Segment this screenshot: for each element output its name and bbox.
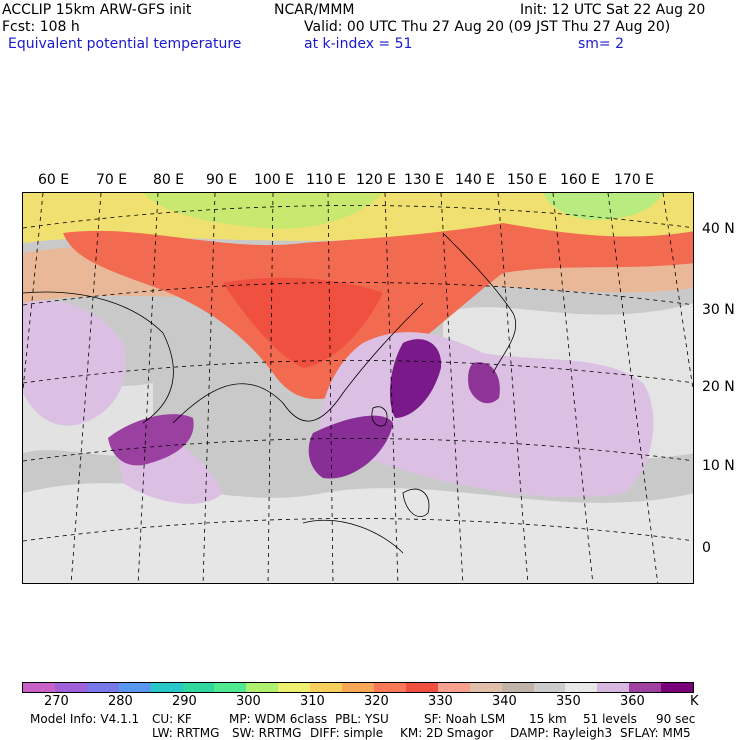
colorbar-swatch: [23, 683, 55, 692]
footer-item: LW: RRTMG: [152, 726, 220, 740]
field-moist-core: [108, 414, 194, 466]
footer-item: 90 sec: [656, 712, 696, 726]
latitude-label: 10 N: [702, 458, 735, 474]
field-warm-core: [63, 223, 693, 399]
colorbar-swatch: [310, 683, 343, 692]
center-label: NCAR/MMM: [274, 2, 355, 18]
field-light-region: [23, 483, 693, 583]
colorbar-swatch: [437, 683, 470, 692]
graticule: [23, 193, 693, 583]
field-name: Equivalent potential temperature: [8, 36, 242, 52]
footer-item: DAMP: Rayleigh3: [510, 726, 613, 740]
longitude-label: 120 E: [356, 172, 397, 188]
field-warm-core: [223, 277, 383, 368]
colorbar-swatch: [469, 683, 502, 692]
latitude-label: 0: [702, 540, 711, 556]
colorbar-swatch: [661, 683, 694, 692]
longitude-label: 110 E: [306, 172, 347, 188]
longitude-label: 130 E: [404, 172, 445, 188]
colorbar-swatch: [278, 683, 311, 692]
colorbar-tick: 340: [492, 694, 517, 709]
colorbar-tick: 270: [44, 694, 69, 709]
footer-item: MP: WDM 6class: [229, 712, 328, 726]
footer-item: Model Info: V4.1.1: [30, 712, 140, 726]
footer-item: SF: Noah LSM: [424, 712, 506, 726]
longitude-label: 170 E: [614, 172, 655, 188]
colorbar-swatch: [118, 683, 151, 692]
footer-item: CU: KF: [152, 712, 192, 726]
theta-e-field: [23, 193, 693, 583]
valid-time: Valid: 00 UTC Thu 27 Aug 20 (09 JST Thu …: [304, 19, 671, 35]
longitude-label: 150 E: [507, 172, 548, 188]
field-cold-band: [143, 193, 383, 229]
colorbar: [22, 682, 694, 693]
field-moist-core: [468, 362, 500, 404]
latitude-label: 40 N: [702, 221, 735, 237]
longitude-label: 80 E: [153, 172, 185, 188]
footer-item: KM: 2D Smagor: [400, 726, 494, 740]
model-title: ACCLIP 15km ARW-GFS init: [2, 2, 192, 18]
field-moist-core: [389, 339, 442, 418]
colorbar-swatch: [150, 683, 183, 692]
longitude-label: 100 E: [254, 172, 295, 188]
colorbar-tick: 280: [108, 694, 133, 709]
footer-item: DIFF: simple: [310, 726, 384, 740]
init-time: Init: 12 UTC Sat 22 Aug 20: [520, 2, 706, 18]
colorbar-tick: 360: [620, 694, 645, 709]
colorbar-swatch: [86, 683, 119, 692]
colorbar-swatch: [501, 683, 534, 692]
colorbar-swatch: [597, 683, 630, 692]
map-panel: [22, 192, 694, 584]
field-moist-core: [308, 415, 393, 479]
colorbar-unit: K: [690, 694, 699, 709]
footer-item: 15 km: [529, 712, 567, 726]
latitude-label: 20 N: [702, 379, 735, 395]
colorbar-swatch: [182, 683, 215, 692]
colorbar-swatch: [629, 683, 662, 692]
footer-item: PBL: YSU: [335, 712, 389, 726]
smoothing-label: sm= 2: [578, 36, 625, 52]
colorbar-tick: 320: [364, 694, 389, 709]
latitude-label: 30 N: [702, 302, 735, 318]
colorbar-tick: 310: [300, 694, 325, 709]
longitude-label: 90 E: [206, 172, 238, 188]
field-moist-region: [23, 300, 126, 426]
footer-item: 51 levels: [583, 712, 637, 726]
colorbar-swatch: [373, 683, 406, 692]
field-cold-band: [543, 193, 663, 220]
longitude-label: 160 E: [560, 172, 601, 188]
colorbar-tick: 290: [172, 694, 197, 709]
colorbar-swatch: [533, 683, 566, 692]
footer-item: SW: RRTMG: [232, 726, 302, 740]
forecast-hour: Fcst: 108 h: [2, 19, 80, 35]
colorbar-swatch: [214, 683, 247, 692]
colorbar-swatch: [54, 683, 87, 692]
colorbar-tick: 350: [556, 694, 581, 709]
footer-item: SFLAY: MM5: [620, 726, 691, 740]
longitude-label: 70 E: [96, 172, 128, 188]
colorbar-tick: 330: [428, 694, 453, 709]
level-index: at k-index = 51: [304, 36, 413, 52]
longitude-label: 60 E: [38, 172, 70, 188]
colorbar-swatch: [565, 683, 598, 692]
colorbar-swatch: [405, 683, 438, 692]
longitude-label: 140 E: [455, 172, 496, 188]
coastline: [23, 232, 517, 424]
colorbar-swatch: [342, 683, 374, 692]
colorbar-swatch: [246, 683, 279, 692]
colorbar-tick: 300: [236, 694, 261, 709]
